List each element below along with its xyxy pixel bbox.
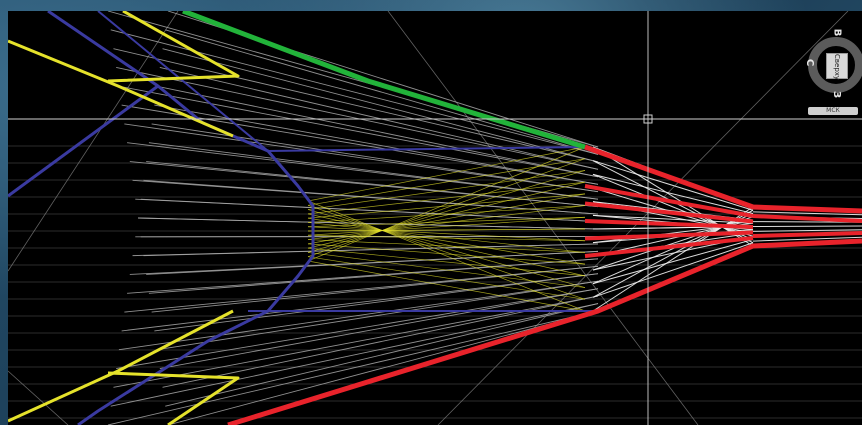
mesh-line xyxy=(159,67,599,170)
outline-polylines xyxy=(8,11,862,425)
mesh-white-lines xyxy=(592,146,862,312)
mesh-line-white xyxy=(592,242,754,298)
mesh-line-white xyxy=(592,239,754,285)
mesh-line xyxy=(113,295,599,388)
guide-line xyxy=(387,11,699,425)
mesh-line-white xyxy=(752,225,862,227)
mesh-line xyxy=(107,310,599,425)
mesh-line xyxy=(137,217,599,230)
mesh-line xyxy=(118,85,599,178)
outline-red-inner xyxy=(584,184,754,218)
mesh-line xyxy=(159,288,599,369)
mesh-line-yellow xyxy=(307,216,586,236)
mesh-line-yellow xyxy=(307,158,586,206)
mesh-line-white xyxy=(592,160,754,211)
mesh-line-yellow xyxy=(307,204,586,300)
mesh-line-yellow xyxy=(307,226,586,242)
viewcube-compass-ring[interactable] xyxy=(808,37,862,93)
guide-line xyxy=(8,370,69,425)
mesh-line xyxy=(110,303,599,407)
mesh-line-yellow xyxy=(307,205,586,240)
mesh-line-yellow xyxy=(307,234,586,242)
outline-red-top xyxy=(584,144,862,214)
mesh-line-yellow xyxy=(307,170,586,253)
outline-red-bottom xyxy=(227,238,862,425)
mesh-line-white xyxy=(592,214,754,224)
mesh-line-yellow xyxy=(307,193,586,245)
mesh-line-yellow xyxy=(307,193,586,219)
mesh-line xyxy=(116,288,599,369)
outline-blue-upper xyxy=(97,11,586,152)
mesh-line-white xyxy=(752,229,862,232)
mesh-line xyxy=(113,48,599,163)
mesh-line-yellow xyxy=(307,260,586,312)
outline-red-inner xyxy=(584,236,754,258)
mesh-line xyxy=(167,310,599,425)
mesh-line xyxy=(124,123,599,193)
mesh-line xyxy=(143,179,599,215)
mesh-line xyxy=(146,250,599,275)
mesh-line xyxy=(148,258,599,294)
cad-drawing xyxy=(8,11,862,425)
mesh-line xyxy=(162,295,599,388)
mesh-line-yellow xyxy=(307,222,586,253)
drawing-canvas[interactable]: Сверху В С З МСК xyxy=(8,11,862,425)
mesh-line xyxy=(118,280,599,351)
mesh-line-yellow xyxy=(307,252,586,288)
mesh-line xyxy=(157,280,599,351)
compass-south-label[interactable]: З xyxy=(831,90,843,99)
mesh-line-yellow xyxy=(307,158,586,258)
mesh-line-yellow xyxy=(307,247,586,277)
mesh-line-yellow xyxy=(307,181,586,249)
mesh-line xyxy=(121,273,599,332)
mesh-line-yellow xyxy=(307,228,586,232)
mesh-line-yellow xyxy=(307,217,586,265)
outline-red-inner xyxy=(584,219,754,229)
mesh-line-yellow xyxy=(307,256,586,300)
outline-red-inner xyxy=(584,230,754,241)
mesh-line-yellow xyxy=(307,146,586,202)
mesh-line xyxy=(124,265,599,313)
mesh-line-white xyxy=(752,236,862,242)
outline-yellow-lower-loop xyxy=(107,371,240,425)
mesh-line xyxy=(165,303,599,407)
mesh-line-white xyxy=(592,173,754,214)
mesh-line xyxy=(162,48,599,163)
mesh-line xyxy=(165,29,599,155)
viewcube-top-face[interactable]: Сверху xyxy=(826,53,848,80)
cursor-crosshair xyxy=(8,11,862,425)
mesh-line-yellow xyxy=(307,243,586,265)
outline-yellow-lower xyxy=(8,309,234,423)
mesh-line-yellow xyxy=(307,209,586,288)
crosshair-pickbox xyxy=(643,114,653,124)
outline-red-tip xyxy=(752,214,862,223)
outline-red-tip xyxy=(752,231,862,238)
mesh-line-yellow xyxy=(307,213,586,277)
mesh-line xyxy=(148,142,599,200)
mesh-line xyxy=(154,273,599,332)
mesh-line-yellow xyxy=(307,170,586,210)
viewcube-widget[interactable]: Сверху В С З МСК xyxy=(798,27,862,115)
mesh-line-yellow xyxy=(307,239,586,253)
outline-blue xyxy=(47,11,315,425)
mesh-line-white xyxy=(752,211,862,216)
outline-yellow-upper-loop xyxy=(107,11,240,83)
mesh-yellow-lines xyxy=(307,146,586,312)
mesh-line xyxy=(116,67,599,170)
mesh-line xyxy=(121,104,599,185)
mesh-line-yellow xyxy=(307,216,586,228)
compass-north-label[interactable]: В xyxy=(831,28,843,37)
outline-blue-inner xyxy=(8,84,159,198)
outline-green xyxy=(182,11,586,150)
mesh-line xyxy=(157,85,599,178)
outline-red-inner xyxy=(584,201,754,224)
mesh-line-yellow xyxy=(307,200,586,312)
compass-west-label[interactable]: С xyxy=(804,58,816,67)
mesh-line xyxy=(151,265,599,313)
mesh-line xyxy=(146,161,599,208)
mesh-line-yellow xyxy=(307,181,586,215)
mesh-line xyxy=(140,198,599,222)
wcs-menu-button[interactable]: МСК xyxy=(808,107,858,115)
